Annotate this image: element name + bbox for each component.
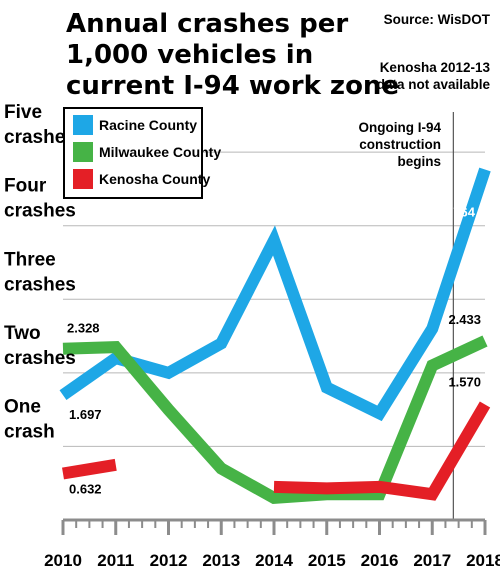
kenosha-county-line-1 [62,458,117,480]
x-axis: 2010 2011 2012 2013 2014 2015 2016 2017 2018 [44,518,500,570]
milwaukee-county-label-2010: 2.328 [67,321,100,336]
y-tick-label-2-line-2: crashes [4,348,76,369]
footnote-line-1: Kenosha 2012-13 [380,60,491,75]
title-line-1: Annual crashes per [66,9,348,39]
construction-annotation: Ongoing I-94 construction begins [359,112,454,520]
y-tick-label-3-line-2: crashes [4,274,76,295]
annotation-text-3: begins [397,154,441,169]
x-tick-label-2010: 2010 [44,551,82,570]
annotation-text-1: Ongoing I-94 [359,120,442,135]
legend: Racine County Milwaukee County Kenosha Cou… [63,107,221,199]
y-tick-label-2-line-1: Two [4,323,41,344]
data-labels: 1.697 4.764 2.328 2.433 0.632 1.570 [67,205,481,497]
x-tick-label-2011: 2011 [97,551,134,570]
x-tick-label-2013: 2013 [202,551,240,570]
racine-county-label-2018: 4.764 [442,205,475,220]
milwaukee-county-legend-label: Milwaukee County [99,144,221,160]
chart-title: Annual crashes per 1,000 vehicles in cur… [66,9,399,101]
y-tick-label-3-line-1: Three [4,249,56,270]
kenosha-county-line-2 [273,401,491,501]
x-tick-label-2012: 2012 [150,551,188,570]
milwaukee-county-legend-swatch [73,142,93,162]
y-axis-labels: Five crashes Four crashes Three crashes Two cra… [4,102,76,442]
title-line-3: current I-94 work zone [66,71,399,101]
racine-county-legend-swatch [73,115,93,135]
x-tick-label-2018: 2018 [466,551,500,570]
x-tick-label-2016: 2016 [361,551,399,570]
milwaukee-county-line [62,335,488,505]
kenosha-county-label-2010: 0.632 [69,482,102,497]
series-lines [59,167,491,505]
kenosha-county-label-2018: 1.570 [448,374,481,389]
kenosha-county-legend-swatch [73,169,93,189]
y-tick-label-1-line-2: crash [4,421,55,442]
y-tick-label-5-line-1: Five [4,102,42,123]
x-tick-label-2017: 2017 [413,551,451,570]
y-tick-label-4-line-1: Four [4,176,47,197]
y-tick-label-4-line-2: crashes [4,201,76,222]
x-tick-label-2014: 2014 [255,551,293,570]
footnote-line-2: data not available [377,77,491,92]
title-line-2: 1,000 vehicles in [66,40,313,70]
x-tick-label-2015: 2015 [308,551,346,570]
y-tick-label-1-line-1: One [4,396,41,417]
racine-county-label-2010: 1.697 [69,407,102,422]
racine-county-legend-label: Racine County [99,117,197,133]
milwaukee-county-label-2018: 2.433 [448,312,481,327]
y-tick-label-5-line-2: crashes [4,127,76,148]
source-note: Source: WisDOT [384,12,491,27]
annotation-text-2: construction [359,137,441,152]
kenosha-county-legend-label: Kenosha County [99,171,210,187]
